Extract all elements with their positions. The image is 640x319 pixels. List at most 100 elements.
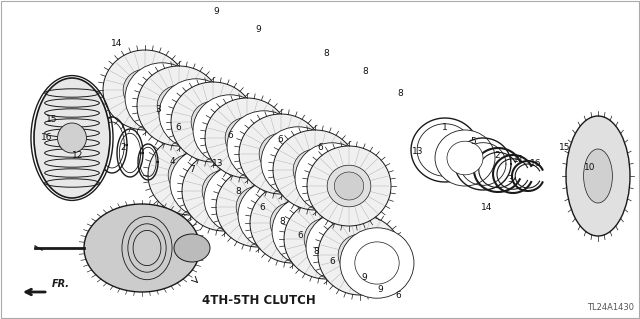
- Ellipse shape: [204, 164, 278, 234]
- Ellipse shape: [566, 116, 630, 236]
- Text: 13: 13: [212, 160, 224, 168]
- Ellipse shape: [191, 101, 235, 143]
- Text: 4TH-5TH CLUTCH: 4TH-5TH CLUTCH: [202, 293, 316, 307]
- Ellipse shape: [137, 66, 221, 146]
- Ellipse shape: [159, 79, 233, 149]
- Ellipse shape: [293, 149, 337, 191]
- Ellipse shape: [157, 85, 201, 127]
- Text: 6: 6: [329, 257, 335, 266]
- Ellipse shape: [287, 210, 331, 252]
- Ellipse shape: [239, 114, 323, 194]
- Text: 12: 12: [72, 152, 84, 160]
- Ellipse shape: [103, 50, 187, 130]
- Ellipse shape: [202, 170, 246, 212]
- Ellipse shape: [259, 133, 303, 175]
- Ellipse shape: [266, 140, 296, 168]
- Text: 11: 11: [513, 155, 525, 165]
- Ellipse shape: [174, 93, 218, 135]
- Ellipse shape: [250, 183, 334, 263]
- Ellipse shape: [310, 157, 354, 199]
- Ellipse shape: [34, 78, 110, 198]
- Ellipse shape: [300, 156, 330, 184]
- Text: 8: 8: [235, 188, 241, 197]
- Ellipse shape: [306, 212, 380, 282]
- Ellipse shape: [435, 130, 495, 186]
- Ellipse shape: [304, 218, 348, 260]
- Ellipse shape: [334, 172, 364, 200]
- Text: TL24A1430: TL24A1430: [587, 303, 634, 312]
- Ellipse shape: [140, 77, 184, 119]
- Ellipse shape: [164, 92, 194, 120]
- Ellipse shape: [307, 146, 391, 226]
- Text: 8: 8: [362, 68, 368, 77]
- Ellipse shape: [261, 127, 335, 197]
- Text: 9: 9: [361, 273, 367, 283]
- Text: 6: 6: [277, 136, 283, 145]
- Text: 8: 8: [313, 248, 319, 256]
- Ellipse shape: [171, 82, 255, 162]
- Text: 16: 16: [531, 160, 541, 168]
- Ellipse shape: [318, 215, 402, 295]
- Ellipse shape: [205, 98, 289, 178]
- Ellipse shape: [232, 124, 262, 152]
- Ellipse shape: [238, 180, 312, 250]
- Text: 6: 6: [395, 292, 401, 300]
- Ellipse shape: [295, 143, 369, 213]
- Text: 6: 6: [297, 232, 303, 241]
- Text: 3: 3: [507, 175, 513, 184]
- Ellipse shape: [346, 241, 374, 269]
- Ellipse shape: [242, 125, 286, 167]
- Ellipse shape: [272, 196, 346, 266]
- Text: 4: 4: [169, 158, 175, 167]
- Ellipse shape: [273, 130, 357, 210]
- Ellipse shape: [276, 141, 320, 183]
- Ellipse shape: [447, 141, 483, 175]
- Ellipse shape: [340, 228, 414, 298]
- Text: 14: 14: [481, 204, 493, 212]
- Ellipse shape: [277, 209, 307, 237]
- Text: 8: 8: [323, 49, 329, 58]
- Ellipse shape: [198, 108, 228, 136]
- Ellipse shape: [84, 204, 200, 292]
- Ellipse shape: [270, 202, 314, 244]
- Ellipse shape: [311, 225, 340, 253]
- Ellipse shape: [355, 242, 399, 284]
- Text: 1: 1: [442, 123, 448, 132]
- Text: 8: 8: [397, 90, 403, 99]
- Ellipse shape: [284, 199, 368, 279]
- Ellipse shape: [123, 69, 167, 111]
- Ellipse shape: [170, 148, 244, 218]
- Ellipse shape: [584, 149, 612, 203]
- Ellipse shape: [338, 234, 382, 276]
- Ellipse shape: [227, 111, 301, 181]
- Ellipse shape: [321, 226, 365, 268]
- Text: 8: 8: [279, 218, 285, 226]
- Text: 6: 6: [227, 130, 233, 139]
- Text: 13: 13: [412, 147, 424, 157]
- Text: 9: 9: [255, 26, 261, 34]
- Text: 2: 2: [494, 152, 500, 160]
- Ellipse shape: [185, 162, 229, 204]
- Ellipse shape: [225, 117, 269, 159]
- Text: 10: 10: [584, 164, 596, 173]
- Text: 15: 15: [46, 115, 58, 124]
- Ellipse shape: [219, 178, 263, 220]
- Ellipse shape: [174, 234, 210, 262]
- Text: 6: 6: [259, 204, 265, 212]
- Text: 9: 9: [213, 8, 219, 17]
- Ellipse shape: [236, 186, 280, 228]
- Text: 5: 5: [470, 137, 476, 146]
- Text: 9: 9: [377, 286, 383, 294]
- Ellipse shape: [327, 165, 371, 207]
- Text: 2: 2: [120, 144, 126, 152]
- Ellipse shape: [58, 123, 86, 153]
- Text: FR.: FR.: [52, 279, 70, 289]
- Text: 16: 16: [41, 133, 52, 143]
- Text: 14: 14: [111, 40, 123, 48]
- Text: 6: 6: [317, 144, 323, 152]
- Ellipse shape: [208, 109, 252, 151]
- Ellipse shape: [125, 63, 199, 133]
- Ellipse shape: [148, 135, 232, 215]
- Text: 3: 3: [155, 106, 161, 115]
- Ellipse shape: [175, 161, 205, 189]
